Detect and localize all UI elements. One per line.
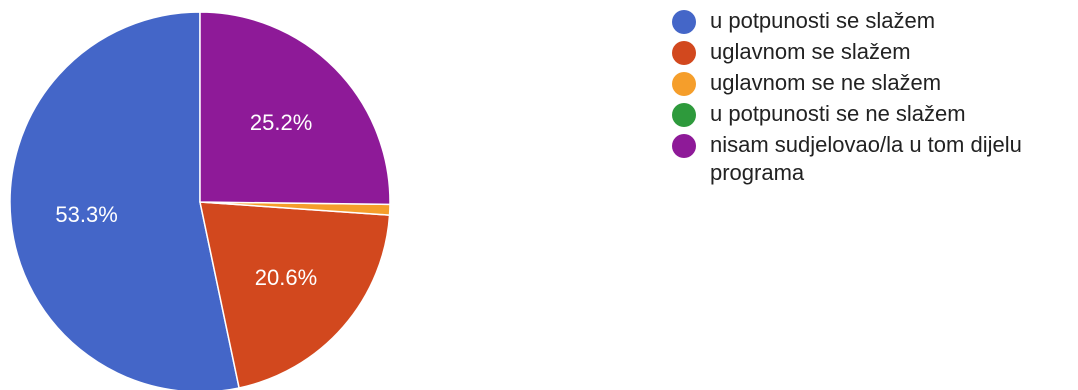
legend: u potpunosti se slažem uglavnom se slaže…: [672, 7, 1072, 190]
pie-slice-u-potpunosti-se-slazem[interactable]: [9, 11, 240, 390]
legend-swatch-u-potpunosti-se-slazem: [672, 10, 696, 34]
legend-swatch-uglavnom-se-ne-slazem: [672, 72, 696, 96]
pie-label-nisam-sudjelovao-la-u-tom-dijelu-programa: 25.2%: [250, 110, 312, 135]
legend-item-u-potpunosti-se-slazem[interactable]: u potpunosti se slažem: [672, 7, 1072, 35]
pie-slice-nisam-sudjelovao-la-u-tom-dijelu-programa[interactable]: [199, 11, 391, 206]
legend-label-nisam-sudjelovao: nisam sudjelovao/la u tom dijelu program…: [710, 132, 1022, 185]
legend-label-u-potpunosti-se-ne-slazem: u potpunosti se ne slažem: [710, 101, 966, 126]
pie-label-uglavnom-se-slazem: 20.6%: [255, 265, 317, 290]
legend-label-u-potpunosti-se-slazem: u potpunosti se slažem: [710, 8, 936, 33]
legend-item-u-potpunosti-se-ne-slazem[interactable]: u potpunosti se ne slažem: [672, 100, 1072, 128]
legend-swatch-nisam-sudjelovao: [672, 134, 696, 158]
legend-item-nisam-sudjelovao[interactable]: nisam sudjelovao/la u tom dijelu program…: [672, 131, 1072, 187]
pie-label-u-potpunosti-se-slazem: 53.3%: [55, 202, 117, 227]
legend-label-uglavnom-se-ne-slazem: uglavnom se ne slažem: [710, 70, 942, 95]
legend-item-uglavnom-se-ne-slazem[interactable]: uglavnom se ne slažem: [672, 69, 1072, 97]
legend-label-uglavnom-se-slazem: uglavnom se slažem: [710, 39, 911, 64]
pie-slice-uglavnom-se-slazem[interactable]: [199, 201, 391, 389]
legend-swatch-u-potpunosti-se-ne-slazem: [672, 103, 696, 127]
legend-swatch-uglavnom-se-slazem: [672, 41, 696, 65]
legend-item-uglavnom-se-slazem[interactable]: uglavnom se slažem: [672, 38, 1072, 66]
